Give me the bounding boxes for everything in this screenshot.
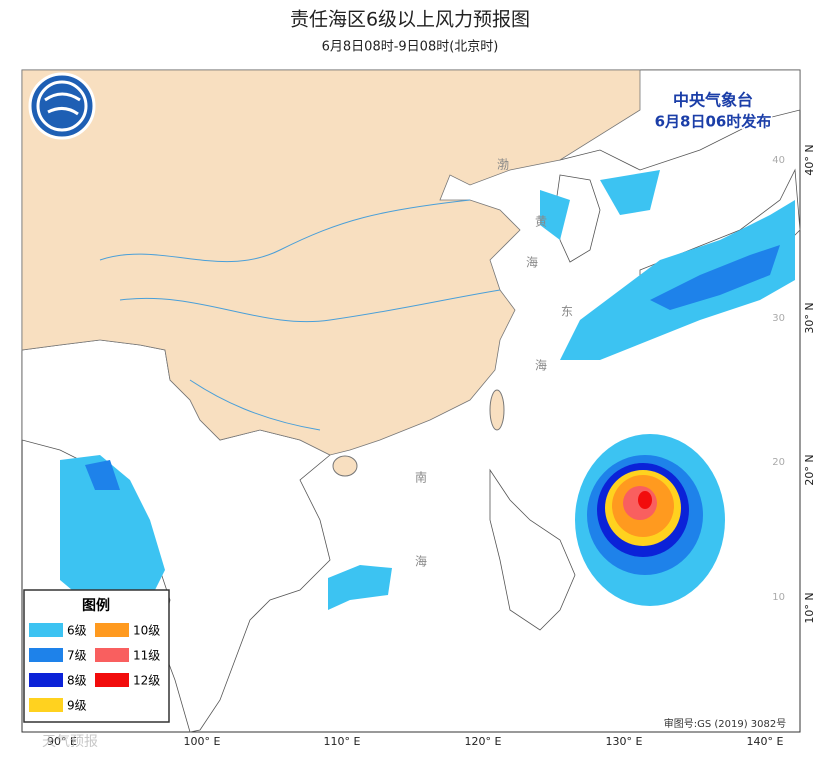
lat-inner-label: 30 <box>772 313 785 324</box>
legend-swatch <box>29 648 63 662</box>
wind-area <box>60 455 165 605</box>
sea-label: 海 <box>535 358 547 373</box>
map: 渤 黄 海 东 海 南 海 40 30 20 10 <box>21 69 801 733</box>
legend: 图例 6级 7级 8级 9级 10级 11级 12级 <box>23 589 170 723</box>
lat-inner-label: 40 <box>772 155 785 166</box>
title: 责任海区6级以上风力预报图 <box>290 9 530 31</box>
taiwan <box>489 389 505 431</box>
approval-number: 审图号:GS (2019) 3082号 <box>664 717 787 730</box>
wind-area <box>650 245 780 310</box>
legend-label: 9级 <box>67 699 87 713</box>
river <box>119 289 501 323</box>
lon-label: 120° E <box>465 735 502 748</box>
lat-label: 10° N <box>803 592 816 623</box>
sea-label: 渤 <box>497 158 509 172</box>
lat-inner-label: 10 <box>772 592 785 603</box>
agency: 中央气象台 <box>673 91 753 110</box>
sea-label: 海 <box>526 255 538 270</box>
wind-area <box>85 460 120 490</box>
wind-area <box>560 200 795 360</box>
hainan <box>332 455 358 477</box>
legend-swatch <box>29 673 63 687</box>
sea-label: 东 <box>561 305 573 319</box>
lat-label: 40° N <box>803 144 816 175</box>
lat-label: 30° N <box>803 302 816 333</box>
wind-area <box>328 565 392 610</box>
legend-label: 10级 <box>133 624 160 638</box>
legend-label: 11级 <box>133 649 160 663</box>
legend-swatch <box>95 648 129 662</box>
lat-label: 20° N <box>803 454 816 485</box>
legend-swatch <box>29 623 63 637</box>
wind-area <box>600 170 660 215</box>
subtitle: 6月8日08时-9日08时(北京时) <box>322 40 499 55</box>
lat-inner-label: 20 <box>772 457 785 468</box>
lon-label: 90° E <box>47 735 77 748</box>
legend-title: 图例 <box>82 597 110 614</box>
legend-swatch <box>95 673 129 687</box>
china-land <box>21 69 641 456</box>
sea-label: 黄 <box>535 215 547 229</box>
lon-label: 110° E <box>324 735 361 748</box>
lon-label: 140° E <box>747 735 784 748</box>
legend-label: 6级 <box>67 624 87 638</box>
issue-time: 6月8日06时发布 <box>655 113 772 131</box>
lon-label: 130° E <box>606 735 643 748</box>
sea-label: 南 <box>415 470 427 485</box>
logo <box>28 72 96 140</box>
legend-label: 12级 <box>133 674 160 688</box>
lon-label: 100° E <box>184 735 221 748</box>
sea-label: 海 <box>415 554 427 569</box>
river <box>99 199 471 263</box>
wind-area <box>540 190 570 240</box>
river <box>189 379 321 431</box>
legend-label: 7级 <box>67 649 87 663</box>
watermark: 天气预报 <box>42 734 98 750</box>
wind-area <box>638 491 652 509</box>
legend-swatch <box>95 623 129 637</box>
legend-label: 8级 <box>67 674 87 688</box>
land <box>489 468 576 631</box>
legend-swatch <box>29 698 63 712</box>
